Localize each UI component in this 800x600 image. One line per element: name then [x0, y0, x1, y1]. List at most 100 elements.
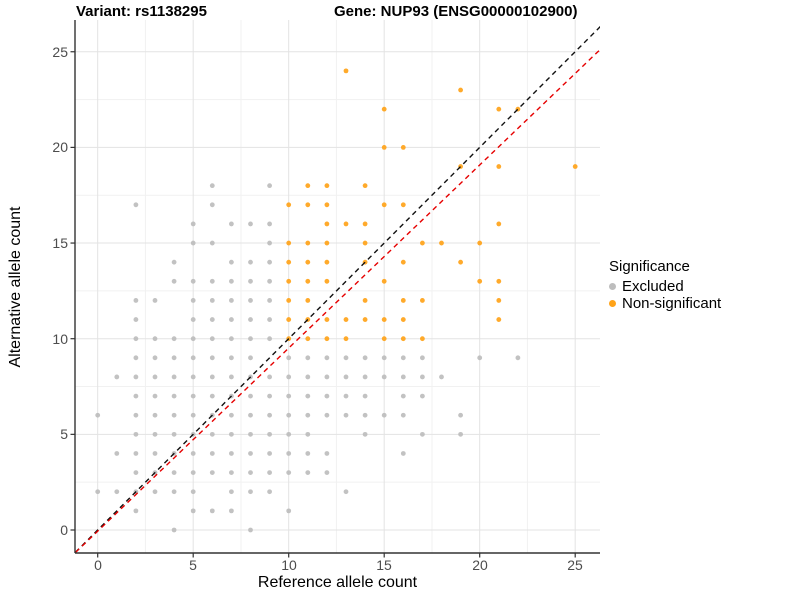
data-point — [133, 202, 139, 208]
data-point — [305, 451, 311, 456]
data-point — [343, 489, 349, 495]
y-tick-0: 0 — [60, 522, 68, 538]
data-point — [343, 221, 349, 227]
data-point — [133, 431, 139, 437]
data-point — [515, 355, 521, 361]
data-point — [305, 374, 311, 380]
y-tick-25: 25 — [52, 44, 68, 60]
data-point — [324, 412, 330, 418]
data-point — [324, 183, 330, 189]
data-point — [267, 412, 272, 418]
data-point — [362, 183, 368, 189]
data-point — [229, 508, 234, 514]
data-point — [381, 336, 387, 342]
data-point — [305, 412, 311, 418]
data-point — [267, 240, 272, 246]
data-point — [362, 393, 368, 399]
data-point — [190, 508, 196, 514]
data-point — [286, 431, 292, 437]
data-point — [152, 412, 158, 418]
data-point — [381, 355, 387, 361]
data-point — [248, 451, 253, 456]
data-point — [420, 298, 425, 303]
data-point — [209, 336, 215, 342]
data-point — [229, 298, 234, 303]
data-point — [152, 489, 158, 495]
data-point — [248, 527, 253, 533]
data-point — [324, 278, 330, 284]
x-tick-0: 0 — [94, 557, 102, 573]
data-point — [381, 278, 387, 284]
data-point — [324, 451, 330, 456]
data-point — [267, 221, 272, 227]
data-point — [190, 240, 196, 246]
data-point — [248, 470, 253, 476]
data-point — [267, 259, 272, 265]
data-point — [248, 431, 253, 437]
data-point — [381, 412, 387, 418]
data-point — [114, 374, 120, 380]
data-point — [171, 336, 177, 342]
x-tick-5: 5 — [189, 557, 197, 573]
data-point — [420, 240, 425, 246]
legend: Significance Excluded Non-significant — [609, 258, 794, 312]
data-point — [209, 374, 215, 380]
data-point — [133, 412, 139, 418]
data-point — [286, 202, 292, 208]
data-point — [324, 259, 330, 265]
data-point — [171, 374, 177, 380]
data-point — [190, 221, 196, 227]
data-point — [343, 355, 349, 361]
data-point — [305, 393, 311, 399]
data-point — [171, 431, 177, 437]
data-point — [381, 374, 387, 380]
data-point — [248, 278, 253, 284]
y-tick-10: 10 — [52, 331, 68, 347]
data-point — [381, 145, 387, 150]
data-point — [420, 374, 425, 380]
data-point — [400, 336, 406, 342]
data-point — [229, 451, 234, 456]
data-point — [362, 355, 368, 361]
data-point — [229, 412, 234, 418]
data-point — [381, 202, 387, 208]
data-point — [190, 374, 196, 380]
data-point — [477, 240, 483, 246]
data-point — [477, 278, 483, 284]
data-point — [286, 508, 292, 514]
data-point — [420, 431, 425, 437]
data-point — [190, 355, 196, 361]
data-point — [248, 336, 253, 342]
data-point — [248, 489, 253, 495]
data-point — [496, 278, 502, 284]
data-point — [133, 336, 139, 342]
data-point — [171, 259, 177, 265]
data-point — [286, 298, 292, 303]
data-point — [190, 412, 196, 418]
data-point — [267, 298, 272, 303]
data-point — [324, 317, 330, 322]
data-point — [209, 298, 215, 303]
data-point — [305, 278, 311, 284]
y-tick-20: 20 — [52, 139, 68, 155]
data-point — [209, 183, 215, 189]
data-point — [190, 451, 196, 456]
data-point — [114, 489, 120, 495]
data-point — [114, 451, 120, 456]
data-point — [400, 145, 406, 150]
data-point — [209, 451, 215, 456]
data-point — [209, 202, 215, 208]
variant-title: Variant: rs1138295 — [76, 3, 207, 20]
data-point — [439, 374, 444, 380]
data-point — [324, 202, 330, 208]
data-point — [305, 259, 311, 265]
data-point — [400, 317, 406, 322]
data-point — [362, 431, 368, 437]
data-point — [229, 470, 234, 476]
data-point — [496, 164, 502, 169]
data-point — [496, 317, 502, 322]
data-point — [286, 451, 292, 456]
data-point — [229, 489, 234, 495]
data-point — [133, 317, 139, 322]
